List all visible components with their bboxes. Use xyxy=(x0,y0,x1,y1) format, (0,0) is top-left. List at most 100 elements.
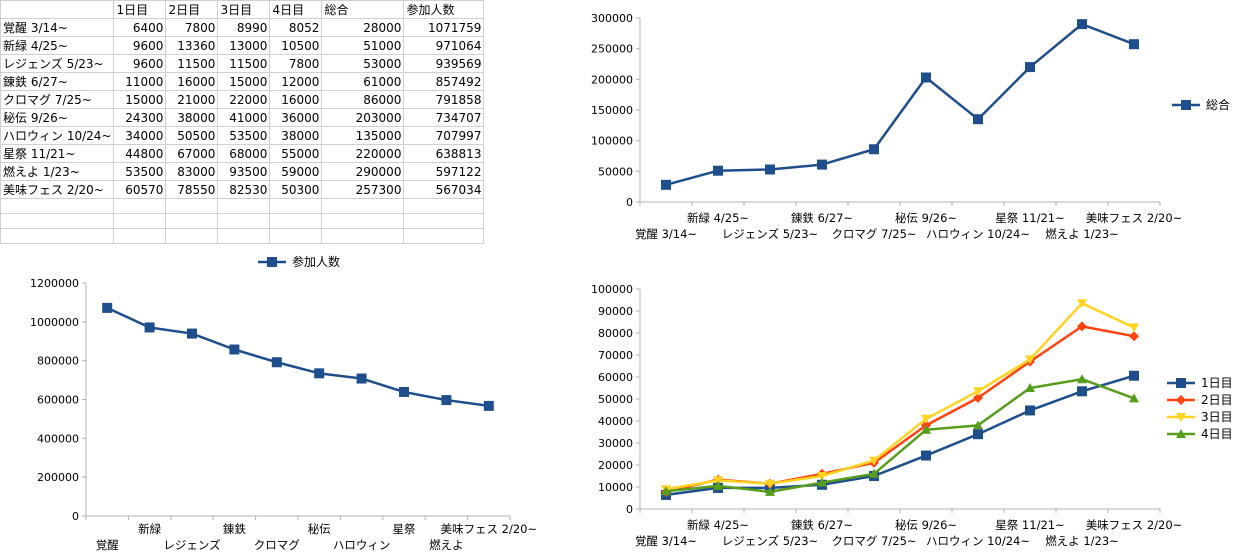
sheet-cell[interactable]: 59000 xyxy=(269,162,323,181)
sheet-cell[interactable] xyxy=(269,228,323,244)
sheet-cell[interactable]: 星祭 11/21~ xyxy=(0,144,115,163)
sheet-cell[interactable]: 11500 xyxy=(217,54,271,73)
sheet-cell[interactable]: 83000 xyxy=(165,162,219,181)
sheet-header-cell[interactable]: 2日目 xyxy=(165,0,219,19)
sheet-cell[interactable] xyxy=(403,213,485,229)
sheet-cell[interactable]: 791858 xyxy=(403,90,485,109)
sheet-cell[interactable] xyxy=(113,198,167,214)
sheet-cell[interactable]: 秘伝 9/26~ xyxy=(0,108,115,127)
sheet-cell[interactable]: 新緑 4/25~ xyxy=(0,36,115,55)
sheet-cell[interactable]: 8052 xyxy=(269,18,323,37)
sheet-cell[interactable]: 1071759 xyxy=(403,18,485,37)
sheet-cell[interactable]: 68000 xyxy=(217,144,271,163)
sheet-header-cell[interactable] xyxy=(0,0,115,19)
sheet-cell[interactable]: 6400 xyxy=(113,18,167,37)
sheet-header-row: 1日目 2日目 3日目 4日目 総合 参加人数 xyxy=(0,0,485,19)
sheet-header-cell[interactable]: 3日目 xyxy=(217,0,271,19)
sheet-cell[interactable]: 28000 xyxy=(321,18,405,37)
sheet-cell[interactable]: 錬鉄 6/27~ xyxy=(0,72,115,91)
sheet-cell[interactable]: 12000 xyxy=(269,72,323,91)
sheet-cell[interactable] xyxy=(403,198,485,214)
sheet-cell[interactable]: 7800 xyxy=(165,18,219,37)
sheet-cell[interactable]: 22000 xyxy=(217,90,271,109)
sheet-cell[interactable]: 857492 xyxy=(403,72,485,91)
sheet-cell[interactable] xyxy=(165,228,219,244)
sheet-cell[interactable]: 41000 xyxy=(217,108,271,127)
sheet-cell[interactable]: 78550 xyxy=(165,180,219,199)
sheet-cell[interactable] xyxy=(269,213,323,229)
sheet-cell[interactable] xyxy=(0,213,115,229)
sheet-cell[interactable] xyxy=(269,198,323,214)
sheet-cell[interactable] xyxy=(0,228,115,244)
sheet-cell[interactable] xyxy=(217,228,271,244)
sheet-cell[interactable]: レジェンズ 5/23~ xyxy=(0,54,115,73)
sheet-cell[interactable]: 50500 xyxy=(165,126,219,145)
sheet-cell[interactable]: 美味フェス 2/20~ xyxy=(0,180,115,199)
sheet-cell[interactable] xyxy=(0,198,115,214)
sheet-cell[interactable]: 9600 xyxy=(113,54,167,73)
sheet-cell[interactable]: 93500 xyxy=(217,162,271,181)
sheet-cell[interactable]: 82530 xyxy=(217,180,271,199)
sheet-cell[interactable]: 939569 xyxy=(403,54,485,73)
sheet-cell[interactable]: 135000 xyxy=(321,126,405,145)
sheet-cell[interactable]: 734707 xyxy=(403,108,485,127)
sheet-cell[interactable]: 597122 xyxy=(403,162,485,181)
sheet-header-cell[interactable]: 参加人数 xyxy=(403,0,485,19)
sheet-header-cell[interactable]: 4日目 xyxy=(269,0,323,19)
sheet-cell[interactable] xyxy=(321,198,405,214)
sheet-cell[interactable]: 9600 xyxy=(113,36,167,55)
sheet-cell[interactable]: 8990 xyxy=(217,18,271,37)
sheet-cell[interactable]: 53500 xyxy=(217,126,271,145)
sheet-cell[interactable] xyxy=(403,228,485,244)
sheet-cell[interactable]: 203000 xyxy=(321,108,405,127)
sheet-cell[interactable] xyxy=(321,213,405,229)
sheet-cell[interactable]: 55000 xyxy=(269,144,323,163)
sheet-cell[interactable]: 16000 xyxy=(269,90,323,109)
sheet-cell[interactable]: 638813 xyxy=(403,144,485,163)
sheet-cell[interactable]: 567034 xyxy=(403,180,485,199)
sheet-cell[interactable]: 燃えよ 1/23~ xyxy=(0,162,115,181)
sheet-cell[interactable]: 16000 xyxy=(165,72,219,91)
sheet-cell[interactable]: 10500 xyxy=(269,36,323,55)
sheet-cell[interactable] xyxy=(217,198,271,214)
sheet-cell[interactable]: 51000 xyxy=(321,36,405,55)
sheet-cell[interactable]: 13360 xyxy=(165,36,219,55)
sheet-cell[interactable]: 707997 xyxy=(403,126,485,145)
sheet-cell[interactable]: 36000 xyxy=(269,108,323,127)
sheet-cell[interactable]: 覚醒 3/14~ xyxy=(0,18,115,37)
sheet-cell[interactable]: 34000 xyxy=(113,126,167,145)
sheet-cell[interactable]: クロマグ 7/25~ xyxy=(0,90,115,109)
sheet-cell[interactable]: 44800 xyxy=(113,144,167,163)
sheet-cell[interactable]: 7800 xyxy=(269,54,323,73)
sheet-cell[interactable]: 86000 xyxy=(321,90,405,109)
sheet-cell[interactable] xyxy=(113,228,167,244)
sheet-cell[interactable]: 67000 xyxy=(165,144,219,163)
sheet-cell[interactable]: 220000 xyxy=(321,144,405,163)
sheet-header-cell[interactable]: 総合 xyxy=(321,0,405,19)
sheet-cell[interactable]: 15000 xyxy=(113,90,167,109)
sheet-cell[interactable]: 15000 xyxy=(217,72,271,91)
sheet-cell[interactable]: 290000 xyxy=(321,162,405,181)
sheet-cell[interactable] xyxy=(113,213,167,229)
sheet-cell[interactable]: 24300 xyxy=(113,108,167,127)
sheet-cell[interactable]: 11000 xyxy=(113,72,167,91)
sheet-cell[interactable] xyxy=(217,213,271,229)
sheet-cell[interactable] xyxy=(165,213,219,229)
sheet-cell[interactable]: 38000 xyxy=(165,108,219,127)
sheet-cell[interactable]: 257300 xyxy=(321,180,405,199)
sheet-cell[interactable]: 21000 xyxy=(165,90,219,109)
sheet-cell[interactable]: 971064 xyxy=(403,36,485,55)
sheet-cell[interactable] xyxy=(321,228,405,244)
sheet-cell[interactable]: 53000 xyxy=(321,54,405,73)
sheet-cell[interactable]: 13000 xyxy=(217,36,271,55)
sheet-cell[interactable]: ハロウィン 10/24~ xyxy=(0,126,115,145)
sheet-cell[interactable] xyxy=(165,198,219,214)
table-row: 新緑 4/25~ 9600 13360 13000 10500 51000 971064 xyxy=(0,36,485,55)
sheet-cell[interactable]: 38000 xyxy=(269,126,323,145)
sheet-cell[interactable]: 60570 xyxy=(113,180,167,199)
sheet-cell[interactable]: 11500 xyxy=(165,54,219,73)
sheet-cell[interactable]: 61000 xyxy=(321,72,405,91)
sheet-cell[interactable]: 53500 xyxy=(113,162,167,181)
sheet-header-cell[interactable]: 1日目 xyxy=(113,0,167,19)
sheet-cell[interactable]: 50300 xyxy=(269,180,323,199)
